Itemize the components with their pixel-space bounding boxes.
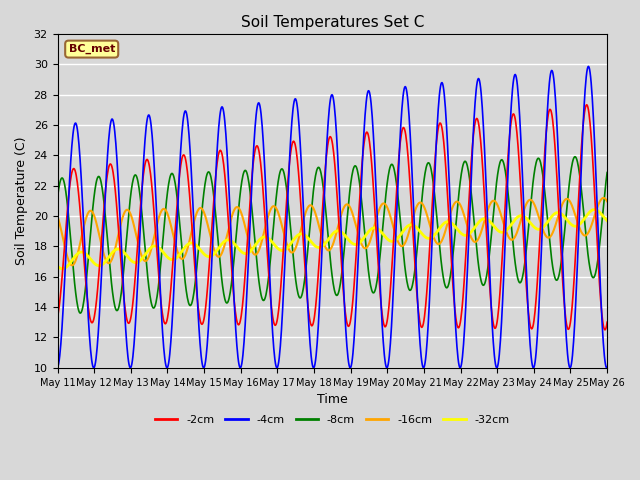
-32cm xyxy=(276,247,284,253)
Line: -2cm: -2cm xyxy=(58,105,607,330)
-4cm xyxy=(276,343,284,349)
-8cm xyxy=(276,168,284,174)
Line: -32cm: -32cm xyxy=(58,210,607,269)
-32cm xyxy=(59,266,67,272)
Line: -4cm: -4cm xyxy=(58,66,607,368)
-2cm xyxy=(54,314,61,320)
-8cm xyxy=(431,201,439,206)
Line: -8cm: -8cm xyxy=(58,157,607,313)
-4cm xyxy=(584,63,592,69)
-4cm xyxy=(483,195,490,201)
-16cm xyxy=(110,250,118,255)
-4cm xyxy=(604,365,611,371)
-8cm xyxy=(110,300,118,306)
-8cm xyxy=(76,310,84,316)
-4cm xyxy=(296,140,304,145)
-16cm xyxy=(604,198,611,204)
Y-axis label: Soil Temperature (C): Soil Temperature (C) xyxy=(15,137,28,265)
-8cm xyxy=(493,180,500,186)
-16cm xyxy=(276,217,284,223)
-16cm xyxy=(483,211,490,216)
-32cm xyxy=(483,216,490,222)
-2cm xyxy=(601,327,609,333)
Text: BC_met: BC_met xyxy=(68,44,115,54)
-8cm xyxy=(296,295,304,301)
-32cm xyxy=(110,248,118,253)
-32cm xyxy=(493,226,500,232)
-2cm xyxy=(492,324,500,330)
-16cm xyxy=(493,200,500,206)
-2cm xyxy=(296,183,303,189)
-32cm xyxy=(591,207,598,213)
-32cm xyxy=(604,218,611,224)
-2cm xyxy=(276,296,284,301)
-8cm xyxy=(604,169,611,175)
-16cm xyxy=(600,195,607,201)
-4cm xyxy=(110,120,118,126)
-8cm xyxy=(572,154,579,160)
-2cm xyxy=(431,158,439,164)
-32cm xyxy=(296,231,304,237)
-8cm xyxy=(483,273,490,278)
Legend: -2cm, -4cm, -8cm, -16cm, -32cm: -2cm, -4cm, -8cm, -16cm, -32cm xyxy=(150,410,514,429)
-32cm xyxy=(54,264,61,269)
-4cm xyxy=(431,157,439,163)
X-axis label: Time: Time xyxy=(317,393,348,406)
-4cm xyxy=(163,365,171,371)
-16cm xyxy=(68,263,76,268)
-16cm xyxy=(54,214,61,220)
-4cm xyxy=(54,365,61,371)
-4cm xyxy=(493,365,500,371)
-8cm xyxy=(54,194,61,200)
Title: Soil Temperatures Set C: Soil Temperatures Set C xyxy=(241,15,424,30)
-2cm xyxy=(583,102,591,108)
-16cm xyxy=(296,230,304,236)
-2cm xyxy=(110,173,118,179)
-16cm xyxy=(431,239,439,244)
-2cm xyxy=(604,319,611,325)
-2cm xyxy=(483,224,490,229)
Line: -16cm: -16cm xyxy=(58,198,607,265)
-32cm xyxy=(431,231,439,237)
